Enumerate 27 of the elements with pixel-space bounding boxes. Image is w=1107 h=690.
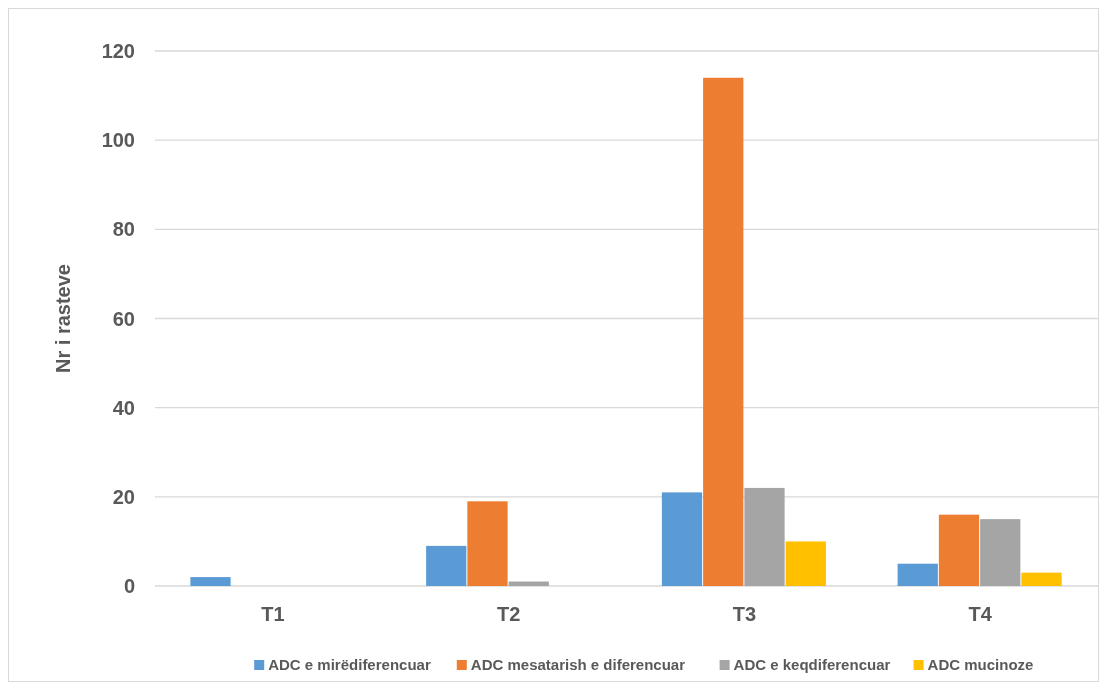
bar [980,519,1021,586]
y-tick-label: 120 [101,40,135,62]
y-tick-label: 60 [112,307,135,330]
bar [426,545,467,586]
y-tick-label: 40 [112,396,135,419]
x-tick-label: T2 [496,603,521,625]
y-tick-label: 20 [112,485,135,508]
y-axis-title: Nr i rasteve [52,264,74,373]
bar [467,501,508,586]
legend-label: ADC mucinoze [927,656,1034,673]
bar [785,541,826,586]
x-tick-label: T4 [968,603,993,625]
bar [897,563,938,586]
bar [938,514,980,586]
legend-label: ADC e keqdiferencuar [733,656,891,673]
bar [744,487,785,586]
bar [661,492,703,586]
y-tick-label: 0 [123,575,135,597]
bar [190,577,231,586]
bar [1021,572,1062,586]
y-tick-label: 100 [101,129,135,152]
y-tick-label: 80 [112,218,135,241]
bar [703,77,744,586]
x-tick-label: T3 [732,603,757,625]
x-tick-label: T1 [261,603,285,625]
legend-label: ADC e mirëdiferencuar [268,656,431,673]
legend-label: ADC mesatarish e diferencuar [470,656,686,673]
